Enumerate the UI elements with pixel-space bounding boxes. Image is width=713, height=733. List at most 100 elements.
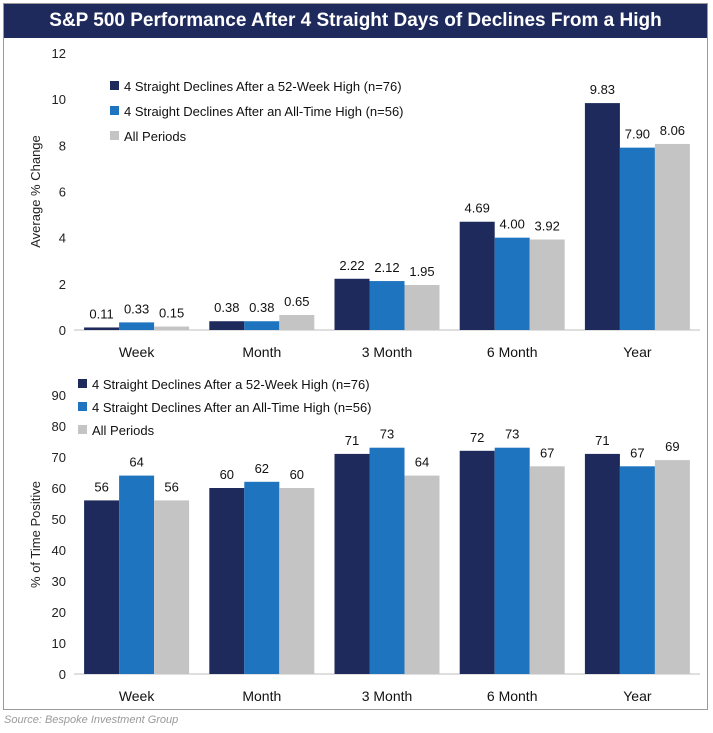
- avg-bar: [209, 321, 245, 330]
- avg-bar-value-label: 0.38: [214, 300, 239, 315]
- pct-category-label: 3 Month: [362, 688, 413, 704]
- avg-bar-value-label: 0.38: [249, 300, 274, 315]
- avg-bar-value-label: 0.11: [89, 306, 113, 321]
- pct-bar: [84, 500, 120, 674]
- pct-legend-swatch: [78, 402, 87, 411]
- pct-legend-label: 4 Straight Declines After a 52-Week High…: [92, 377, 370, 392]
- avg-bar: [584, 103, 620, 330]
- avg-legend-swatch: [110, 81, 119, 90]
- pct-y-tick-label: 50: [52, 512, 66, 527]
- avg-bar: [84, 327, 120, 330]
- avg-bar: [244, 321, 280, 330]
- avg-y-tick-label: 4: [59, 231, 66, 246]
- avg-bar: [494, 237, 530, 330]
- pct-bar: [584, 453, 620, 674]
- avg-bar-value-label: 9.83: [590, 82, 615, 97]
- pct-bar: [209, 488, 245, 674]
- pct-y-tick-label: 20: [52, 605, 66, 620]
- avg-bar: [619, 147, 655, 330]
- avg-category-label: Year: [623, 344, 652, 360]
- pct-bar-value-label: 69: [665, 439, 679, 454]
- pct-bar-value-label: 64: [415, 455, 429, 470]
- avg-bar-value-label: 3.92: [535, 219, 560, 234]
- pct-bar: [279, 488, 315, 674]
- avg-category-label: Week: [119, 344, 156, 360]
- pct-bar: [369, 447, 405, 674]
- pct-category-label: Month: [242, 688, 281, 704]
- avg-category-label: 3 Month: [362, 344, 413, 360]
- avg-category-label: Month: [242, 344, 281, 360]
- pct-bar-value-label: 56: [164, 479, 178, 494]
- avg-legend-label: 4 Straight Declines After an All-Time Hi…: [124, 104, 404, 119]
- pct-y-tick-label: 0: [59, 667, 66, 682]
- avg-bar-value-label: 0.15: [159, 306, 184, 321]
- pct-y-tick-label: 90: [52, 388, 66, 403]
- avg-bar-value-label: 8.06: [660, 123, 685, 138]
- pct-bar: [494, 447, 530, 674]
- pct-y-tick-label: 60: [52, 481, 66, 496]
- avg-bar: [279, 314, 315, 330]
- pct-bar: [529, 466, 565, 674]
- pct-bar-value-label: 64: [129, 455, 143, 470]
- pct-bar: [404, 475, 440, 674]
- avg-y-tick-label: 6: [59, 185, 66, 200]
- pct-legend-label: All Periods: [92, 423, 155, 438]
- pct-bar-value-label: 71: [595, 433, 609, 448]
- pct-bar: [244, 481, 280, 674]
- avg-y-tick-label: 2: [59, 277, 66, 292]
- avg-bar: [119, 322, 155, 330]
- pct-bar-value-label: 73: [380, 427, 394, 442]
- pct-legend-label: 4 Straight Declines After an All-Time Hi…: [92, 400, 372, 415]
- avg-y-tick-label: 8: [59, 138, 66, 153]
- avg-bar-value-label: 1.95: [409, 264, 434, 279]
- pct-y-tick-label: 70: [52, 450, 66, 465]
- pct-bar: [334, 453, 370, 674]
- pct-bar-value-label: 71: [345, 433, 359, 448]
- pct-y-tick-label: 10: [52, 636, 66, 651]
- avg-bar: [369, 281, 405, 330]
- pct-bar: [654, 460, 690, 674]
- avg-legend-swatch: [110, 106, 119, 115]
- pct-legend-swatch: [78, 379, 87, 388]
- avg-legend-label: 4 Straight Declines After a 52-Week High…: [124, 79, 402, 94]
- avg-y-tick-label: 10: [52, 92, 66, 107]
- avg-bar: [154, 326, 190, 330]
- pct-bar-value-label: 67: [540, 445, 554, 460]
- pct-category-label: Year: [623, 688, 652, 704]
- pct-y-tick-label: 40: [52, 543, 66, 558]
- avg-y-axis-title: Average % Change: [28, 135, 43, 248]
- avg-bar: [334, 278, 370, 330]
- pct-bar: [459, 450, 495, 674]
- avg-bar-value-label: 4.69: [465, 201, 490, 216]
- pct-category-label: Week: [119, 688, 156, 704]
- pct-bar: [154, 500, 190, 674]
- pct-bar: [119, 475, 155, 674]
- pct-bar-value-label: 60: [290, 467, 304, 482]
- pct-category-label: 6 Month: [487, 688, 538, 704]
- pct-bar-value-label: 62: [255, 461, 269, 476]
- avg-bar-value-label: 2.22: [339, 258, 364, 273]
- avg-category-label: 6 Month: [487, 344, 538, 360]
- avg-bar: [654, 143, 690, 330]
- pct-y-axis-title: % of Time Positive: [28, 481, 43, 588]
- pct-y-tick-label: 30: [52, 574, 66, 589]
- avg-bar-value-label: 2.12: [374, 260, 399, 275]
- pct-bar-value-label: 73: [505, 427, 519, 442]
- avg-legend-swatch: [110, 131, 119, 140]
- pct-y-tick-label: 80: [52, 419, 66, 434]
- pct-legend-swatch: [78, 425, 87, 434]
- avg-bar: [459, 221, 495, 330]
- avg-y-tick-label: 0: [59, 323, 66, 338]
- avg-y-tick-label: 12: [52, 46, 66, 61]
- avg-bar-value-label: 7.90: [625, 127, 650, 142]
- chart-title: S&P 500 Performance After 4 Straight Day…: [4, 4, 707, 38]
- avg-bar-value-label: 0.33: [124, 301, 149, 316]
- avg-bar-value-label: 4.00: [500, 217, 525, 232]
- pct-bar-value-label: 60: [220, 467, 234, 482]
- pct-bar-value-label: 67: [630, 445, 644, 460]
- avg-legend-label: All Periods: [124, 129, 187, 144]
- pct-bar-value-label: 72: [470, 430, 484, 445]
- pct-bar-value-label: 56: [94, 479, 108, 494]
- pct-bar: [619, 466, 655, 674]
